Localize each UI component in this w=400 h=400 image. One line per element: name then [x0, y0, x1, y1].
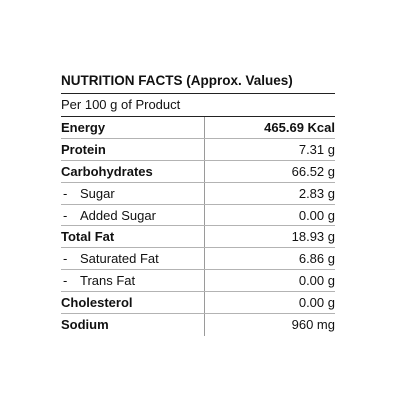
- nutrient-label: Carbohydrates: [61, 160, 205, 182]
- nutrient-label: Total Fat: [61, 226, 205, 248]
- row-protein: Protein 7.31 g: [61, 138, 335, 161]
- row-cholesterol: Cholesterol 0.00 g: [61, 292, 335, 315]
- nutrient-value: 18.93 g: [291, 229, 335, 245]
- sub-item-dash: -: [63, 273, 68, 289]
- sub-item-dash: -: [63, 185, 68, 201]
- sub-item-dash: -: [63, 207, 68, 223]
- nutrient-value: 960 mg: [291, 317, 335, 333]
- nutrient-value: 6.86 g: [298, 251, 335, 267]
- nutrient-label-container: - Sugar: [61, 182, 205, 204]
- serving-basis: Per 100 g of Product: [61, 94, 335, 117]
- row-sugar: - Sugar 2.83 g: [61, 182, 335, 205]
- row-energy: Energy 465.69 Kcal: [61, 117, 335, 139]
- nutrition-facts-panel: NUTRITION FACTS (Approx. Values) Per 100…: [61, 71, 335, 336]
- nutrient-table: Energy 465.69 Kcal Protein 7.31 g Carboh…: [61, 117, 335, 336]
- row-saturated-fat: - Saturated Fat 6.86 g: [61, 248, 335, 271]
- nutrient-value: 66.52 g: [291, 163, 335, 179]
- nutrient-label-container: - Added Sugar: [61, 204, 205, 226]
- nutrient-label: Trans Fat: [80, 273, 136, 289]
- nutrient-label: Protein: [61, 138, 205, 160]
- nutrient-value: 0.00 g: [298, 273, 335, 289]
- row-trans-fat: - Trans Fat 0.00 g: [61, 270, 335, 293]
- row-carbohydrates: Carbohydrates 66.52 g: [61, 160, 335, 183]
- nutrient-label-container: - Trans Fat: [61, 270, 205, 292]
- nutrient-label: Sugar: [80, 185, 115, 201]
- nutrient-label: Cholesterol: [61, 292, 205, 314]
- nutrient-label: Energy: [61, 117, 205, 138]
- row-sodium: Sodium 960 mg: [61, 314, 335, 336]
- nutrition-facts-title: NUTRITION FACTS (Approx. Values): [61, 71, 335, 94]
- row-added-sugar: - Added Sugar 0.00 g: [61, 204, 335, 227]
- sub-item-dash: -: [63, 251, 68, 267]
- nutrient-label-container: - Saturated Fat: [61, 248, 205, 270]
- nutrient-value: 2.83 g: [298, 185, 335, 201]
- nutrient-label: Saturated Fat: [80, 251, 159, 267]
- row-total-fat: Total Fat 18.93 g: [61, 226, 335, 249]
- nutrient-label: Added Sugar: [80, 207, 156, 223]
- nutrient-value: 0.00 g: [298, 207, 335, 223]
- nutrient-label: Sodium: [61, 314, 205, 336]
- nutrient-value: 465.69 Kcal: [264, 119, 335, 135]
- nutrient-value: 7.31 g: [298, 141, 335, 157]
- nutrient-value: 0.00 g: [298, 295, 335, 311]
